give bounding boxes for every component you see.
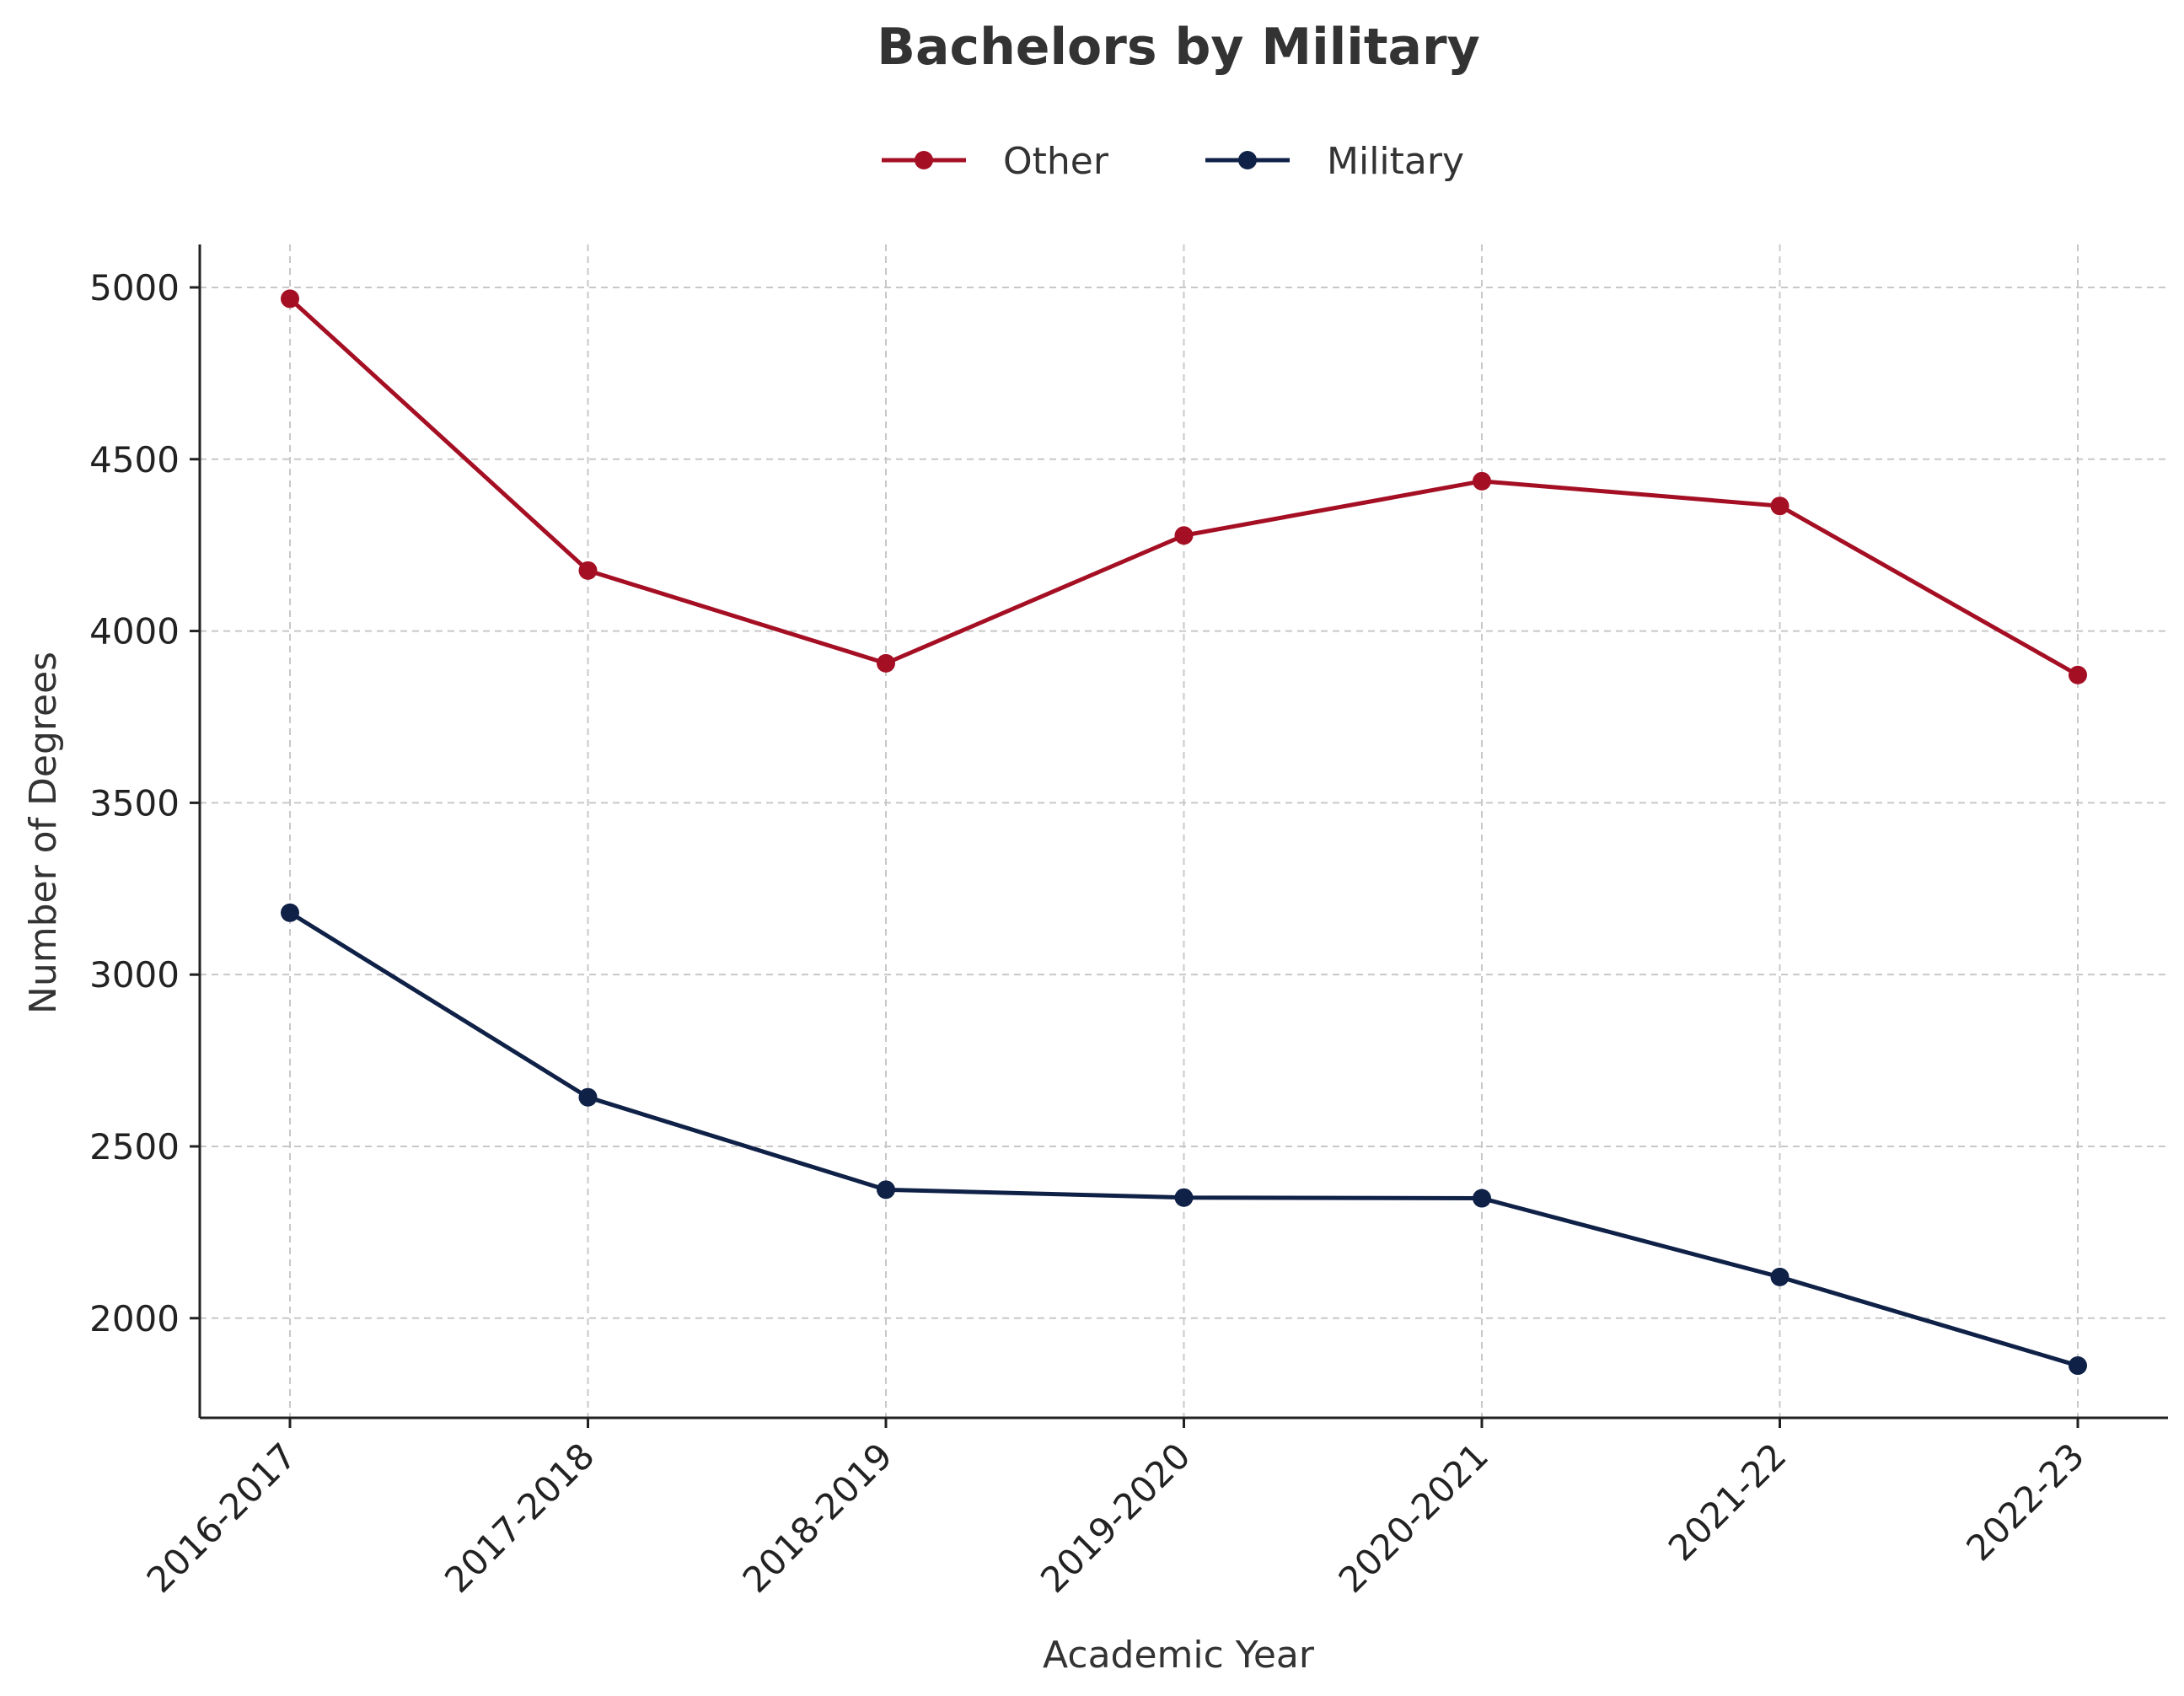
data-point-other bbox=[281, 289, 299, 309]
y-tick-label: 5000 bbox=[89, 267, 180, 309]
data-point-other bbox=[578, 561, 598, 580]
data-point-other bbox=[2069, 665, 2087, 684]
data-point-other bbox=[1770, 496, 1790, 516]
legend-label: Military bbox=[1327, 140, 1464, 183]
data-point-other bbox=[1473, 471, 1491, 491]
legend-label: Other bbox=[1003, 140, 1109, 183]
data-point-military bbox=[877, 1180, 895, 1200]
data-point-military bbox=[578, 1087, 598, 1107]
data-point-military bbox=[281, 903, 299, 922]
data-point-military bbox=[1473, 1189, 1491, 1208]
series-layer bbox=[281, 289, 2087, 1376]
x-axis-label: Academic Year bbox=[1043, 1634, 1315, 1677]
y-tick-label: 4000 bbox=[89, 611, 180, 652]
series-other bbox=[281, 289, 2087, 684]
series-military bbox=[281, 903, 2087, 1376]
legend-swatch-marker bbox=[1238, 151, 1257, 169]
data-point-other bbox=[877, 653, 895, 673]
y-tick-label: 4500 bbox=[89, 439, 180, 480]
y-tick-label: 3500 bbox=[89, 782, 180, 824]
legend: Other Military bbox=[882, 140, 1464, 183]
chart-title: Bachelors by Military bbox=[877, 18, 1479, 77]
data-point-military bbox=[1770, 1267, 1790, 1286]
y-tick-label: 3000 bbox=[89, 954, 180, 996]
legend-item-other: Other bbox=[882, 140, 1109, 183]
y-axis-ticks: 2000 2500 3000 3500 4000 4500 5000 bbox=[89, 267, 200, 1339]
y-tick-label: 2500 bbox=[89, 1126, 180, 1167]
data-point-military bbox=[1174, 1188, 1194, 1207]
legend-item-military: Military bbox=[1205, 140, 1464, 183]
y-axis-label: Number of Degrees bbox=[22, 652, 65, 1014]
data-point-other bbox=[1174, 526, 1194, 545]
y-tick-label: 2000 bbox=[89, 1298, 180, 1339]
grid bbox=[200, 244, 2168, 1418]
data-point-military bbox=[2069, 1356, 2087, 1376]
legend-swatch-marker bbox=[915, 151, 933, 169]
